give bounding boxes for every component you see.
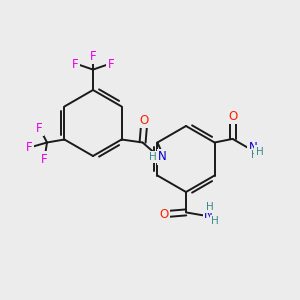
Text: H: H	[256, 146, 263, 157]
Text: O: O	[159, 208, 168, 221]
Text: F: F	[26, 140, 32, 154]
Text: H: H	[206, 202, 213, 212]
Text: F: F	[108, 58, 114, 71]
Text: O: O	[228, 110, 237, 123]
Text: F: F	[72, 58, 78, 71]
Text: H: H	[211, 216, 219, 226]
Text: H: H	[251, 150, 259, 161]
Text: N: N	[158, 150, 167, 164]
Text: O: O	[140, 113, 149, 127]
Text: N: N	[249, 141, 257, 154]
Text: H: H	[148, 152, 156, 162]
Text: F: F	[90, 50, 96, 63]
Text: F: F	[36, 122, 43, 135]
Text: F: F	[41, 152, 48, 166]
Text: N: N	[204, 208, 213, 221]
